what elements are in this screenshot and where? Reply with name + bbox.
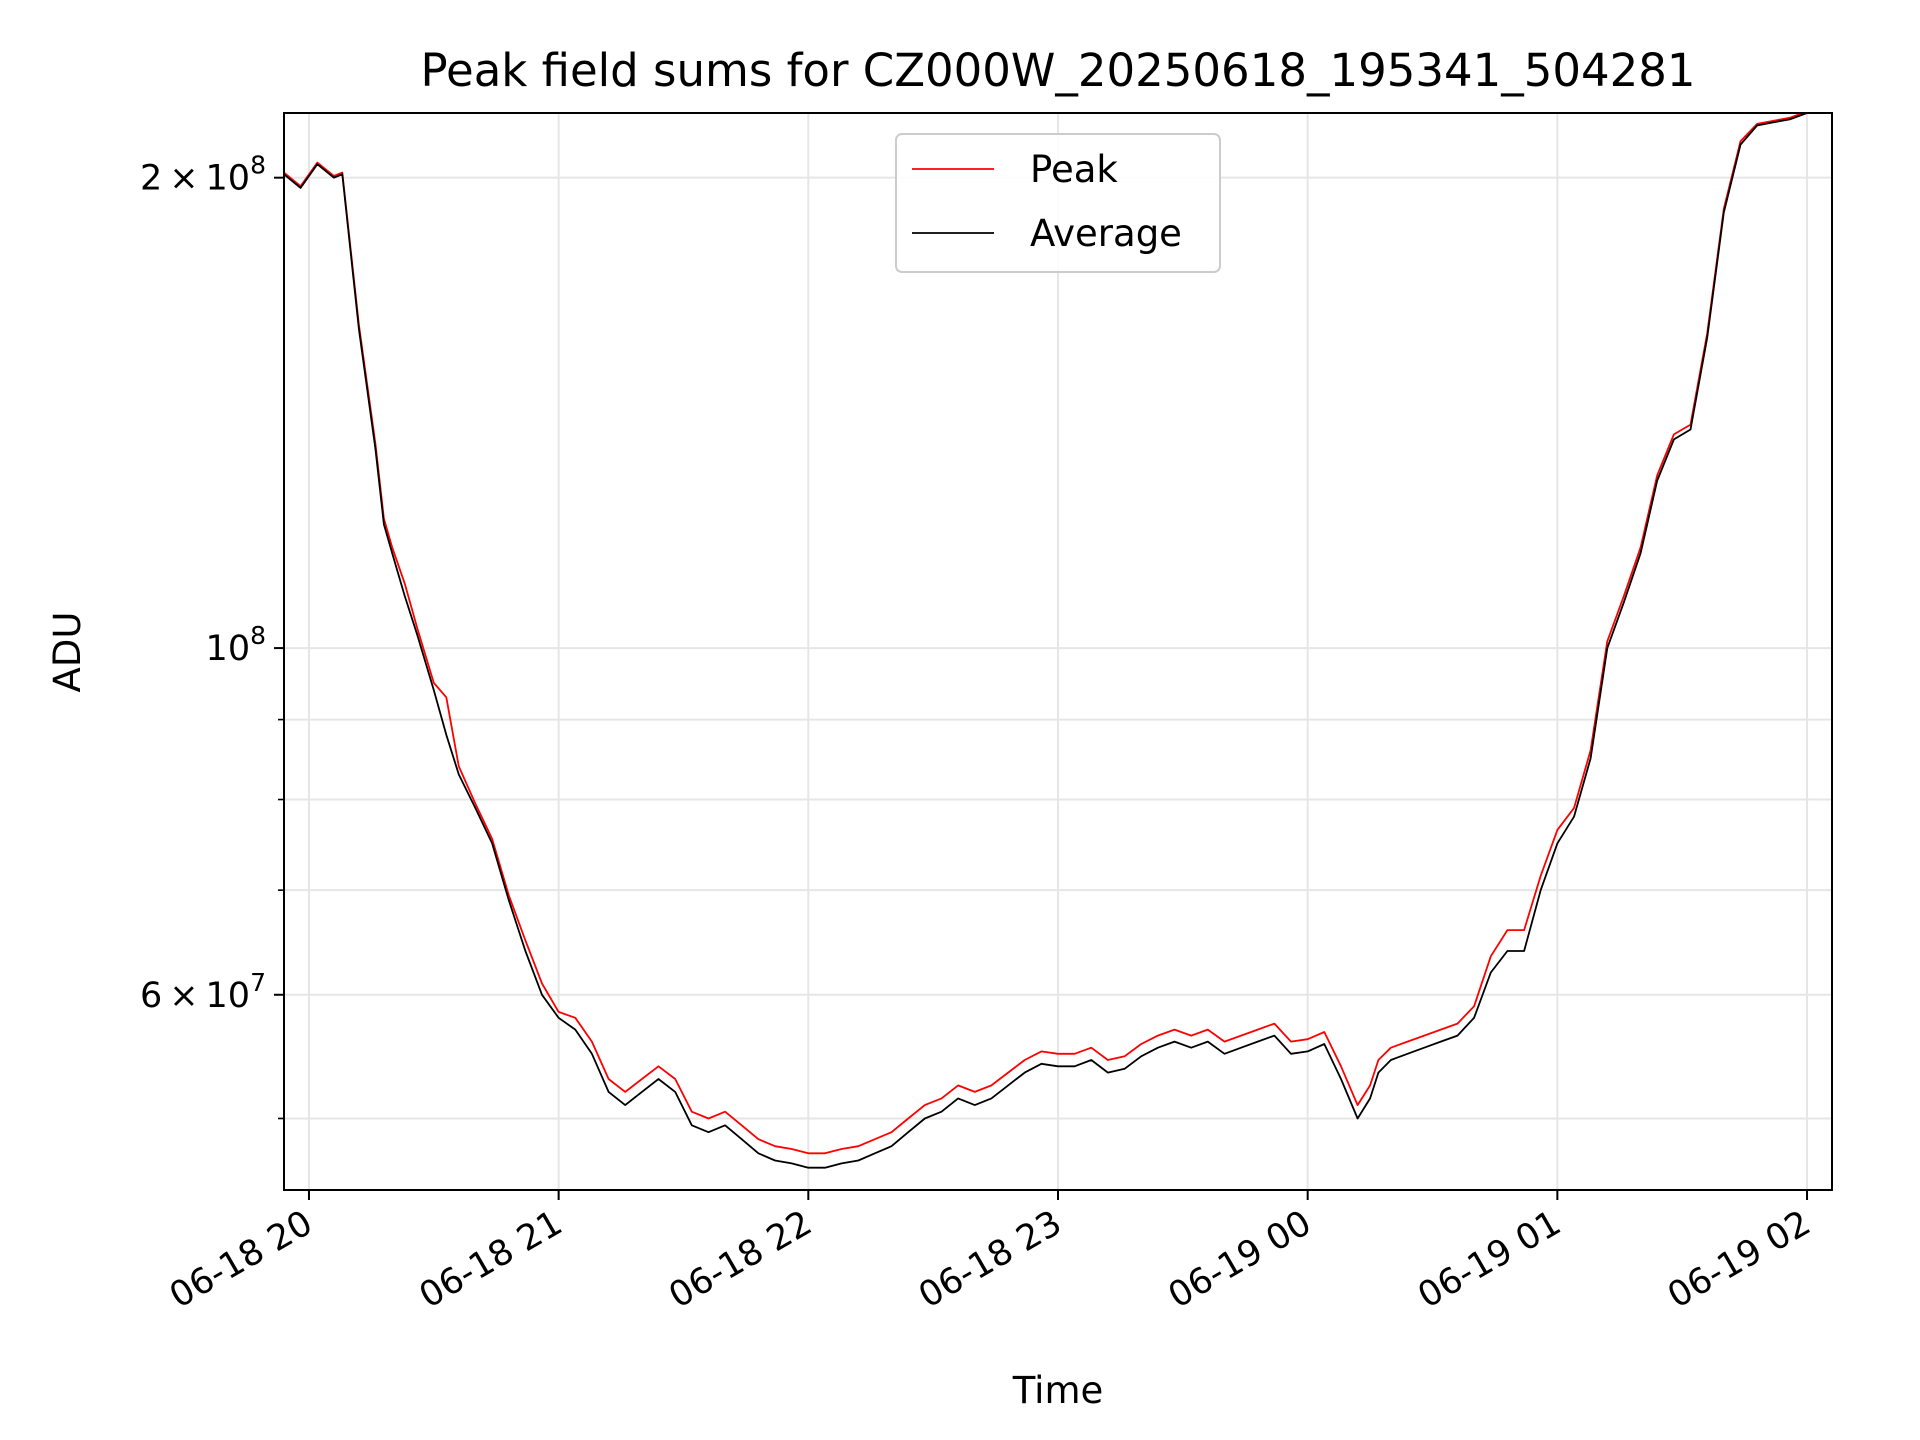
y-axis-label: ADU <box>46 612 89 693</box>
y-tick-label: 2 × 108 <box>140 151 266 199</box>
legend-label-average: Average <box>1030 212 1182 255</box>
x-axis-label: Time <box>1012 1369 1104 1412</box>
legend-label-peak: Peak <box>1030 148 1118 191</box>
legend: Peak Average <box>895 133 1221 273</box>
series-line-peak <box>284 113 1806 1155</box>
series-layer <box>284 113 1824 1169</box>
chart-title: Peak field sums for CZ000W_20250618_1953… <box>420 44 1695 97</box>
y-tick-label: 108 <box>206 621 266 669</box>
series-line-average <box>284 113 1824 1169</box>
grid-lines <box>284 113 1832 1190</box>
y-axis: 2 × 108 108 6 × 107 <box>140 151 284 1120</box>
y-tick-label: 6 × 107 <box>140 968 266 1016</box>
